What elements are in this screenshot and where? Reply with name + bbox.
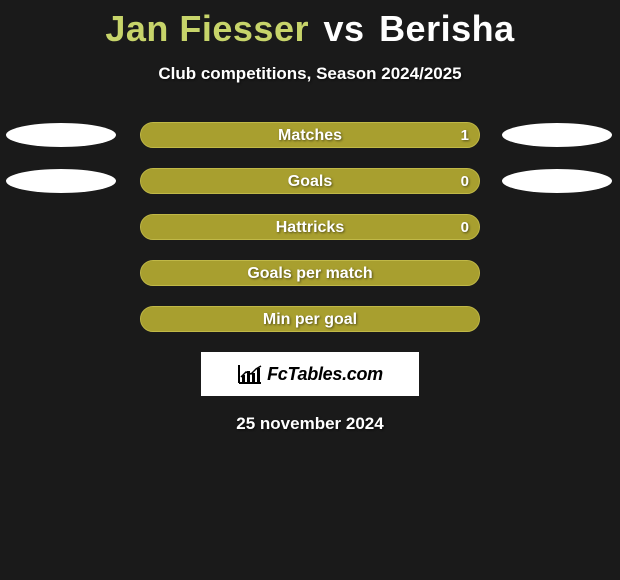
player2-marker: [502, 123, 612, 147]
stats-rows-container: Matches1Goals0Hattricks0Goals per matchM…: [0, 122, 620, 334]
comparison-title: Jan Fiesser vs Berisha: [0, 0, 620, 50]
stat-bar: Goals per match: [140, 260, 480, 286]
stat-label: Goals per match: [141, 261, 479, 286]
player2-name: Berisha: [379, 8, 515, 49]
player1-marker: [6, 169, 116, 193]
player1-name: Jan Fiesser: [105, 8, 309, 49]
stat-bar: Hattricks0: [140, 214, 480, 240]
stat-value-right: 0: [461, 215, 469, 240]
stat-label: Goals: [141, 169, 479, 194]
player2-marker: [502, 169, 612, 193]
stat-row: Min per goal: [0, 306, 620, 334]
player1-marker: [6, 123, 116, 147]
stat-bar: Min per goal: [140, 306, 480, 332]
brand-box[interactable]: FcTables.com: [201, 352, 419, 396]
vs-text: vs: [324, 8, 365, 49]
date-line: 25 november 2024: [0, 414, 620, 434]
stat-row: Goals0: [0, 168, 620, 196]
stat-row: Matches1: [0, 122, 620, 150]
competition-subtitle: Club competitions, Season 2024/2025: [0, 64, 620, 84]
stat-label: Min per goal: [141, 307, 479, 332]
stat-bar: Matches1: [140, 122, 480, 148]
brand-chart-icon: [237, 363, 263, 385]
stat-label: Matches: [141, 123, 479, 148]
stat-bar: Goals0: [140, 168, 480, 194]
brand-text: FcTables.com: [267, 364, 383, 385]
stat-value-right: 1: [461, 123, 469, 148]
stat-row: Hattricks0: [0, 214, 620, 242]
stat-label: Hattricks: [141, 215, 479, 240]
brand-inner: FcTables.com: [237, 363, 383, 385]
stat-row: Goals per match: [0, 260, 620, 288]
stat-value-right: 0: [461, 169, 469, 194]
